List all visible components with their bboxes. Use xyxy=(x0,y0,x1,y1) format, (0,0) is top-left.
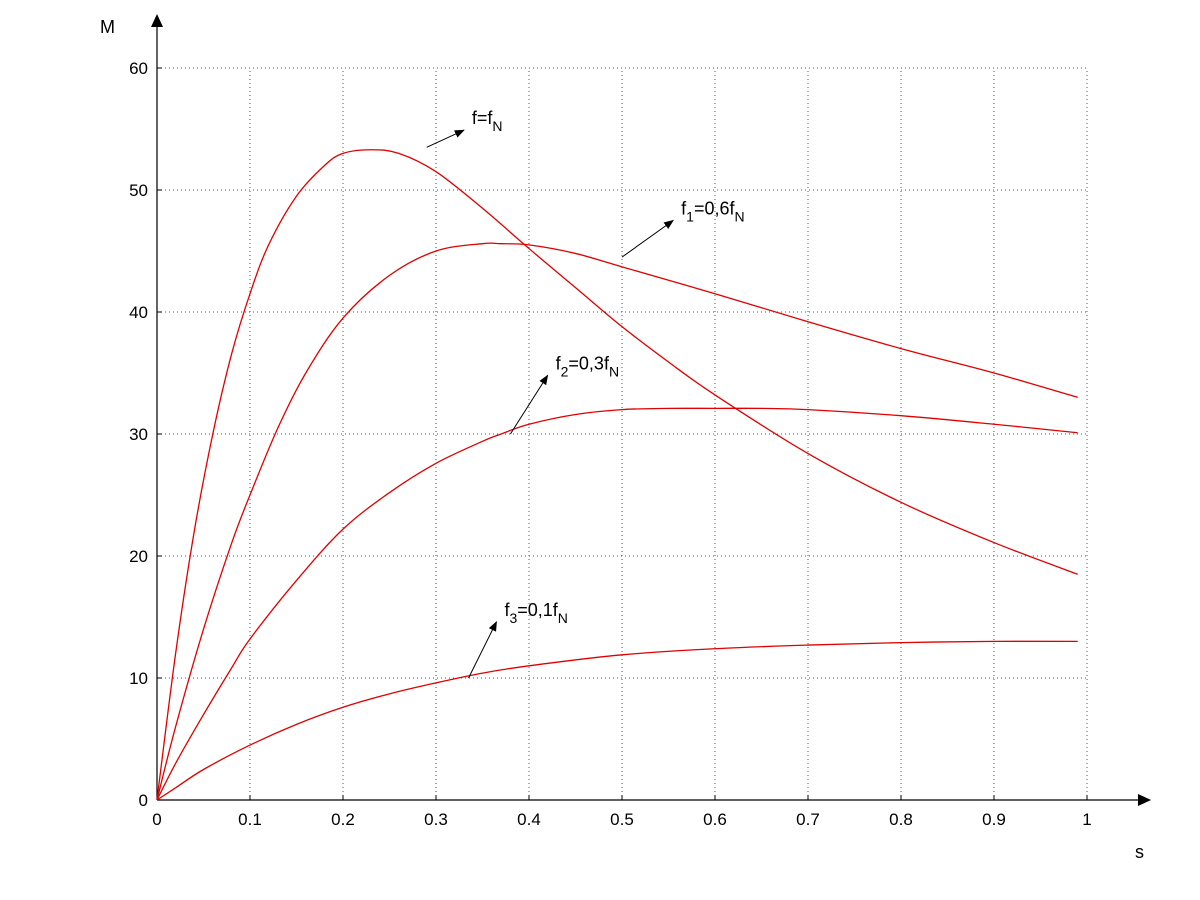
series xyxy=(156,149,1078,801)
x-tick-label: 0.1 xyxy=(238,810,262,829)
annotation-label-1: f=fN xyxy=(472,108,503,134)
grid xyxy=(157,67,1088,800)
x-tick-label: 0.9 xyxy=(982,810,1006,829)
series-line-4 xyxy=(156,640,1078,801)
tick-labels: 0 0.1 0.2 0.3 0.4 0.5 0.6 0.7 0.8 0.9 101020304050… xyxy=(129,59,1092,829)
y-axis-label: M xyxy=(100,17,115,37)
y-tick-label: 0 xyxy=(139,791,148,810)
y-tick-label: 50 xyxy=(129,181,148,200)
series-line-1 xyxy=(156,149,1078,801)
x-tick-label: 0 xyxy=(152,810,161,829)
annotation-arrow-icon xyxy=(509,374,549,435)
x-tick-label: 0.6 xyxy=(703,810,727,829)
annotation-label-2: f1=0,6fN xyxy=(681,199,744,225)
y-tick-label: 30 xyxy=(129,425,148,444)
axes xyxy=(151,14,1151,806)
annotation-arrow-icon xyxy=(426,129,465,148)
annotations: f=fN f1=0,6fN f2=0,3fN f3=0,1fN xyxy=(426,108,745,679)
x-tick-label: 0.3 xyxy=(424,810,448,829)
y-tick-label: 20 xyxy=(129,547,148,566)
x-axis-label: s xyxy=(1135,842,1144,862)
annotation-label-4: f3=0,1fN xyxy=(504,600,567,626)
annotation-label-3: f2=0,3fN xyxy=(556,353,619,379)
y-axis-arrow-icon xyxy=(151,14,163,27)
x-tick-label: 0.4 xyxy=(517,810,541,829)
x-tick-label: 0.8 xyxy=(889,810,913,829)
y-tick-label: 10 xyxy=(129,669,148,688)
x-tick-label: 0.5 xyxy=(610,810,634,829)
x-tick-label: 0.7 xyxy=(796,810,820,829)
series-line-2 xyxy=(156,242,1078,801)
x-tick-label: 0.2 xyxy=(331,810,355,829)
x-axis-arrow-icon xyxy=(1138,794,1151,806)
annotation-arrow-icon xyxy=(621,219,674,258)
series-line-3 xyxy=(156,407,1078,801)
x-tick-label: 1 xyxy=(1082,810,1091,829)
annotation-arrow-icon xyxy=(468,620,497,679)
y-tick-label: 60 xyxy=(129,59,148,78)
y-tick-label: 40 xyxy=(129,303,148,322)
